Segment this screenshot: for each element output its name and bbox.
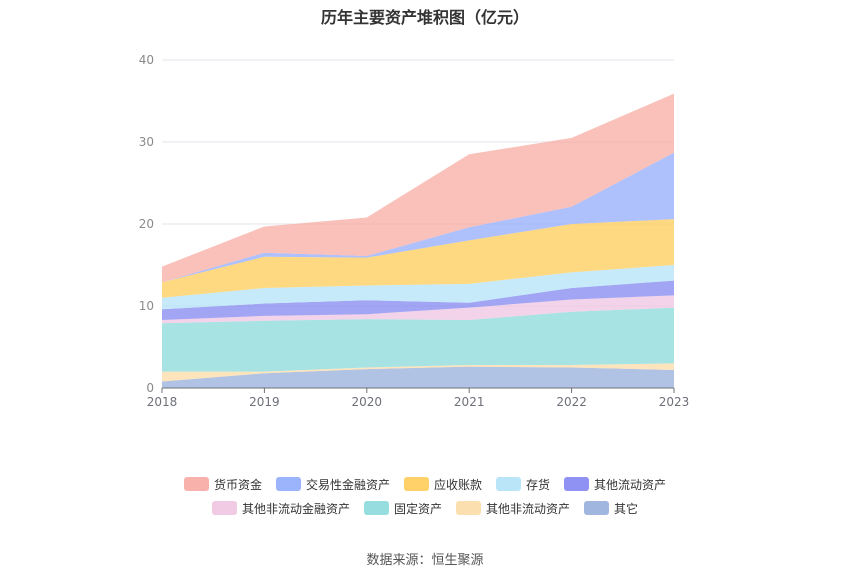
- legend-row: 货币资金 交易性金融资产 应收账款 存货 其他流动资产: [0, 472, 850, 496]
- area-series-0: [162, 366, 674, 388]
- legend-label: 其他流动资产: [594, 477, 667, 492]
- x-tick-label: 2021: [454, 395, 485, 409]
- legend-label: 其它: [614, 501, 639, 516]
- legend-item[interactable]: 其他流动资产: [564, 476, 666, 493]
- legend-row: 其他非流动金融资产 固定资产 其他非流动资产 其它: [0, 496, 850, 520]
- area-series-8: [162, 93, 674, 283]
- legend-swatch: [456, 501, 481, 515]
- y-tick-label: 0: [146, 381, 154, 395]
- legend-label: 其他非流动金融资产: [241, 501, 350, 516]
- legend-item[interactable]: 存货: [496, 476, 550, 493]
- stacked-area-chart: 0 10 20 30 40 2018 2019 2020 2021 2022 2023: [139, 53, 690, 409]
- area-series-4: [162, 280, 674, 320]
- y-tick-label: 30: [139, 135, 154, 149]
- legend-label: 其他非流动资产: [486, 501, 571, 516]
- legend-item[interactable]: 其他非流动金融资产: [211, 500, 350, 517]
- axes: 0 10 20 30 40 2018 2019 2020 2021 2022 2023: [139, 53, 690, 409]
- chart-title: 历年主要资产堆积图（亿元）: [320, 8, 529, 27]
- area-series-5: [162, 265, 674, 310]
- legend-label: 存货: [526, 477, 551, 492]
- y-tick-label: 20: [139, 217, 154, 231]
- legend-item[interactable]: 其他非流动资产: [456, 500, 570, 517]
- legend-item[interactable]: 其它: [584, 500, 638, 517]
- area-series-6: [162, 219, 674, 298]
- area-series-1: [162, 363, 674, 382]
- x-tick-label: 2022: [556, 395, 587, 409]
- legend-swatch: [183, 477, 209, 491]
- legend: 货币资金 交易性金融资产 应收账款 存货 其他流动资产 其他非流动金融资产 固定资产 其他非…: [0, 472, 850, 520]
- y-tick-label: 10: [139, 299, 154, 313]
- legend-item[interactable]: 应收账款: [403, 476, 482, 493]
- x-tick-label: 2019: [249, 395, 280, 409]
- area-series-2: [162, 307, 674, 372]
- area-series-7: [162, 152, 674, 283]
- legend-item[interactable]: 交易性金融资产: [275, 476, 390, 493]
- legend-swatch: [403, 477, 429, 491]
- legend-item[interactable]: 固定资产: [363, 500, 442, 517]
- x-tick-label: 2018: [147, 395, 178, 409]
- legend-label: 货币资金: [213, 477, 262, 492]
- x-tick-label: 2023: [659, 395, 690, 409]
- legend-label: 固定资产: [393, 501, 442, 516]
- legend-swatch: [363, 501, 389, 515]
- legend-label: 交易性金融资产: [305, 477, 390, 492]
- legend-swatch: [584, 501, 610, 515]
- legend-label: 应收账款: [433, 477, 482, 492]
- x-tick-label: 2020: [352, 395, 383, 409]
- legend-item[interactable]: 货币资金: [183, 476, 262, 493]
- legend-swatch: [275, 477, 301, 491]
- legend-swatch: [564, 477, 590, 491]
- area-series-3: [162, 295, 674, 324]
- area-series: [162, 93, 674, 388]
- y-tick-label: 40: [139, 53, 154, 67]
- legend-swatch: [496, 477, 521, 491]
- data-source: 数据来源：恒生聚源: [366, 553, 484, 568]
- legend-swatch: [211, 501, 237, 515]
